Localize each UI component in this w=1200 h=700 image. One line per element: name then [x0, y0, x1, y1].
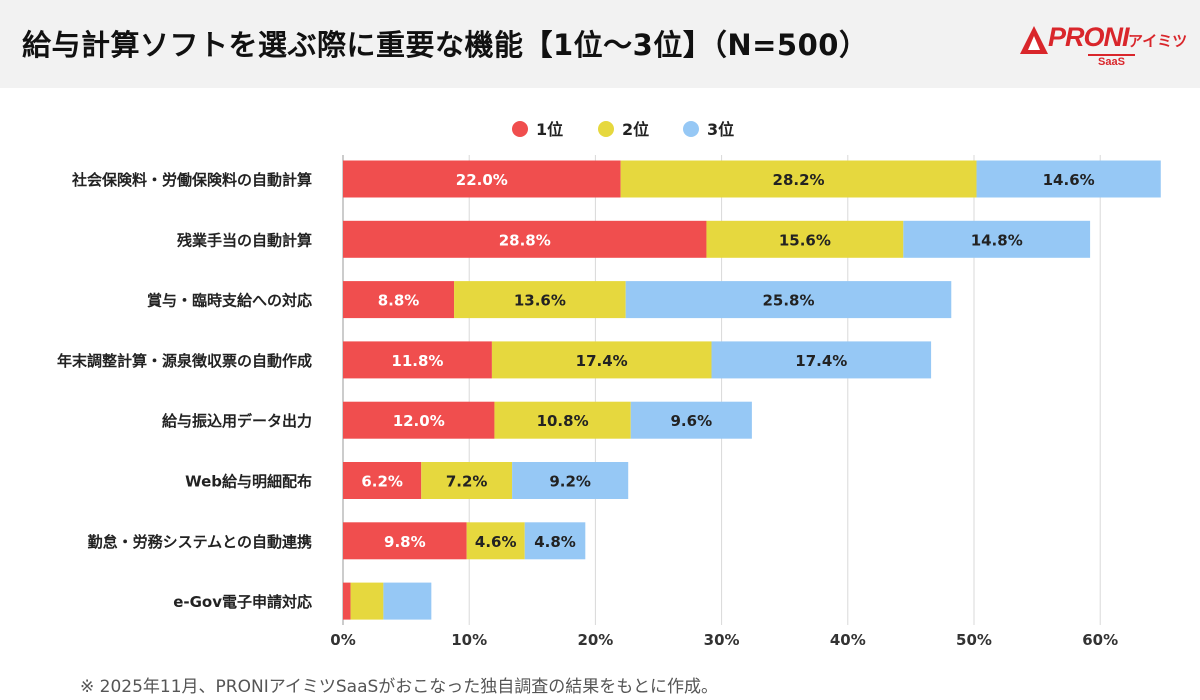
- bar-segment: [903, 220, 1091, 258]
- x-tick-label: 60%: [1082, 631, 1118, 649]
- data-label: 6.2%: [361, 473, 403, 491]
- legend-swatch: [683, 121, 699, 137]
- page-title: 給与計算ソフトを選ぶ際に重要な機能【1位〜3位】（N=500）: [22, 28, 869, 62]
- bar-segment: [343, 281, 455, 319]
- bar-segment: [524, 522, 586, 560]
- data-label: 9.2%: [549, 473, 591, 491]
- logo-sub: アイミツ: [1128, 32, 1188, 50]
- bar-segment: [625, 281, 952, 319]
- legend-label: 2位: [622, 120, 649, 139]
- bar-segment: [343, 462, 422, 499]
- logo-tag: SaaS: [1088, 54, 1135, 68]
- category-label: 賞与・臨時支給への対応: [147, 292, 312, 310]
- bar-segment: [494, 401, 631, 439]
- data-label: 10.8%: [537, 412, 589, 430]
- data-label: 11.8%: [391, 352, 443, 370]
- data-label: 4.8%: [534, 533, 576, 551]
- bar-segment: [343, 522, 467, 560]
- bar-segment: [343, 160, 621, 198]
- bar-segment: [350, 582, 384, 620]
- bar-segment: [512, 462, 629, 499]
- header: 給与計算ソフトを選ぶ際に重要な機能【1位〜3位】（N=500） PRONI アイ…: [0, 0, 1200, 88]
- data-label: 4.6%: [475, 533, 517, 551]
- category-label: Web給与明細配布: [185, 473, 312, 491]
- bar-segment: [343, 582, 351, 620]
- bar-segment: [383, 582, 432, 620]
- data-label: 7.2%: [446, 473, 488, 491]
- data-label: 13.6%: [514, 292, 566, 310]
- data-label: 14.8%: [971, 231, 1023, 249]
- footnote: ※ 2025年11月、PRONIアイミツSaaSがおこなった独自調査の結果をもと…: [80, 677, 718, 697]
- x-tick-label: 40%: [830, 631, 866, 649]
- data-label: 9.8%: [384, 533, 426, 551]
- data-label: 9.6%: [671, 412, 713, 430]
- data-label: 28.2%: [773, 171, 825, 189]
- logo-mark-icon: [1020, 26, 1048, 54]
- x-tick-label: 50%: [956, 631, 992, 649]
- bar-segment: [706, 220, 904, 258]
- legend-swatch: [598, 121, 614, 137]
- data-label: 15.6%: [779, 231, 831, 249]
- bar-segment: [421, 462, 513, 499]
- data-label: 17.4%: [795, 352, 847, 370]
- legend-swatch: [512, 121, 528, 137]
- stacked-bar-chart: 0% 10% 20% 30% 40% 50% 60% 1位 2位 3位社会保険料・労働保険料の自動…: [57, 120, 1161, 649]
- brand-logo: PRONI アイミツ SaaS: [1018, 18, 1187, 72]
- x-tick-label: 10%: [451, 631, 487, 649]
- data-label: 25.8%: [762, 292, 814, 310]
- bar-segment: [630, 401, 752, 439]
- category-label: 給与振込用データ出力: [162, 412, 312, 430]
- legend-label: 3位: [707, 120, 734, 139]
- x-tick-label: 0%: [330, 631, 355, 649]
- legend-label: 1位: [536, 120, 563, 139]
- data-label: 14.6%: [1043, 171, 1095, 189]
- category-label: e-Gov電子申請対応: [173, 593, 312, 611]
- bar-segment: [976, 160, 1161, 198]
- category-label: 年末調整計算・源泉徴収票の自動作成: [57, 352, 312, 370]
- bar-segment: [711, 341, 932, 379]
- data-label: 22.0%: [456, 171, 508, 189]
- x-tick-label: 20%: [577, 631, 613, 649]
- bar-segment: [343, 341, 492, 379]
- bar-segment: [491, 341, 712, 379]
- logo-brand: PRONI: [1048, 22, 1130, 52]
- bar-segment: [454, 281, 626, 319]
- data-label: 8.8%: [378, 292, 420, 310]
- bar-segment: [466, 522, 525, 560]
- category-label: 残業手当の自動計算: [177, 231, 312, 249]
- category-label: 社会保険料・労働保険料の自動計算: [71, 171, 312, 189]
- bar-segment: [343, 220, 707, 258]
- bar-segment: [343, 401, 495, 439]
- data-label: 12.0%: [393, 412, 445, 430]
- category-label: 勤怠・労務システムとの自動連携: [88, 533, 312, 551]
- data-label: 28.8%: [499, 231, 551, 249]
- bar-segment: [620, 160, 977, 198]
- data-label: 17.4%: [576, 352, 628, 370]
- x-tick-label: 30%: [704, 631, 740, 649]
